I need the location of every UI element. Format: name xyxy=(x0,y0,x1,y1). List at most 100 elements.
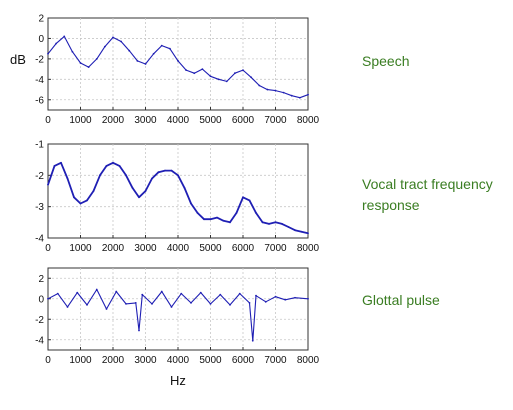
data-point xyxy=(151,177,153,180)
data-point xyxy=(63,35,66,38)
y-tick-label: -2 xyxy=(35,54,44,65)
data-point xyxy=(266,88,269,91)
data-point xyxy=(141,293,144,296)
x-tick-label: 7000 xyxy=(264,115,287,126)
data-point xyxy=(134,301,137,304)
data-point xyxy=(66,177,69,180)
data-point xyxy=(144,190,147,192)
data-point xyxy=(125,174,127,177)
x-tick-label: 0 xyxy=(45,355,51,366)
data-point xyxy=(217,78,220,81)
x-tick-label: 5000 xyxy=(199,115,222,126)
x-tick-label: 5000 xyxy=(199,355,222,366)
data-point xyxy=(60,161,62,164)
x-tick-label: 8000 xyxy=(297,355,320,366)
data-point xyxy=(160,290,163,293)
y-tick-label: -3 xyxy=(35,202,44,213)
data-point xyxy=(248,301,251,304)
data-point xyxy=(242,196,244,199)
data-point xyxy=(294,296,296,299)
y-tick-label: -2 xyxy=(35,171,44,182)
data-point xyxy=(177,60,179,62)
x-tick-label: 1000 xyxy=(69,243,92,254)
y-tick-label: -6 xyxy=(35,95,44,106)
x-tick-label: 6000 xyxy=(232,355,255,366)
y-tick-label: -1 xyxy=(35,140,44,151)
y-tick-label: -4 xyxy=(35,75,44,86)
x-tick-label: 1000 xyxy=(69,115,92,126)
data-point xyxy=(112,36,114,39)
x-tick-label: 3000 xyxy=(134,115,157,126)
data-point xyxy=(79,202,82,205)
x-tick-label: 4000 xyxy=(167,115,190,126)
data-point xyxy=(168,47,171,50)
x-axis-label: Hz xyxy=(170,373,186,388)
data-point xyxy=(170,306,173,308)
data-point xyxy=(255,294,257,297)
data-point xyxy=(66,306,69,308)
y-tick-label: 2 xyxy=(38,274,44,285)
x-tick-label: 1000 xyxy=(69,355,92,366)
data-point xyxy=(138,196,140,199)
y-axis-label: dB xyxy=(10,52,26,67)
x-tick-label: 5000 xyxy=(199,243,222,254)
panel-label-1: Speech xyxy=(362,53,409,69)
data-point xyxy=(307,93,309,96)
x-tick-label: 3000 xyxy=(134,243,157,254)
data-point xyxy=(233,72,236,75)
data-point xyxy=(225,80,228,83)
data-point xyxy=(99,174,101,177)
data-point xyxy=(53,165,56,167)
data-point xyxy=(284,298,287,301)
data-point xyxy=(307,297,309,300)
data-point xyxy=(92,190,95,192)
data-point xyxy=(268,223,270,225)
data-point xyxy=(136,60,139,62)
x-tick-label: 6000 xyxy=(232,243,255,254)
data-point xyxy=(86,304,88,306)
data-point xyxy=(120,40,123,43)
data-point xyxy=(294,229,296,232)
data-point xyxy=(164,169,166,172)
x-tick-label: 0 xyxy=(45,115,51,126)
data-point xyxy=(250,76,253,79)
data-point xyxy=(274,221,277,224)
data-point xyxy=(209,218,212,221)
data-point xyxy=(242,69,244,72)
data-point xyxy=(73,196,75,199)
data-point xyxy=(144,63,147,65)
series-line-3 xyxy=(47,288,309,342)
data-point xyxy=(152,52,155,55)
data-point xyxy=(103,45,106,48)
x-tick-label: 2000 xyxy=(102,355,125,366)
y-tick-label: 0 xyxy=(38,294,44,305)
data-point xyxy=(190,202,192,205)
data-point xyxy=(298,96,301,99)
data-point xyxy=(222,219,225,222)
data-point xyxy=(47,183,49,186)
y-tick-label: 2 xyxy=(38,14,44,25)
data-point xyxy=(125,302,127,305)
data-point xyxy=(170,169,173,172)
data-point xyxy=(281,223,283,225)
data-point xyxy=(307,232,309,235)
data-point xyxy=(248,199,251,202)
data-point xyxy=(219,293,222,296)
panel-label-2-cont: response xyxy=(362,197,420,213)
data-point xyxy=(151,302,153,305)
data-point xyxy=(47,52,49,55)
data-point xyxy=(196,212,199,214)
data-point xyxy=(190,301,192,304)
data-point xyxy=(287,226,290,228)
data-point xyxy=(290,94,293,97)
y-tick-label: -4 xyxy=(35,335,44,346)
data-point xyxy=(238,292,241,295)
data-point xyxy=(105,308,108,310)
data-point xyxy=(261,221,264,224)
data-point xyxy=(138,329,140,332)
data-point xyxy=(95,57,98,60)
data-point xyxy=(86,199,88,202)
data-point xyxy=(157,171,160,174)
data-point xyxy=(282,91,285,94)
